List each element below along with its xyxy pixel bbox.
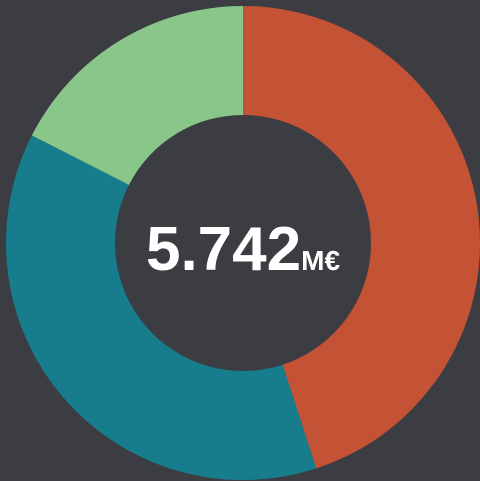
center-label: 5.742M€ [146,215,340,284]
center-value: 5.742 [146,215,301,284]
center-unit: M€ [301,245,340,276]
slice [6,135,317,481]
slice [31,6,244,185]
slices [6,6,480,481]
slice [243,6,480,469]
